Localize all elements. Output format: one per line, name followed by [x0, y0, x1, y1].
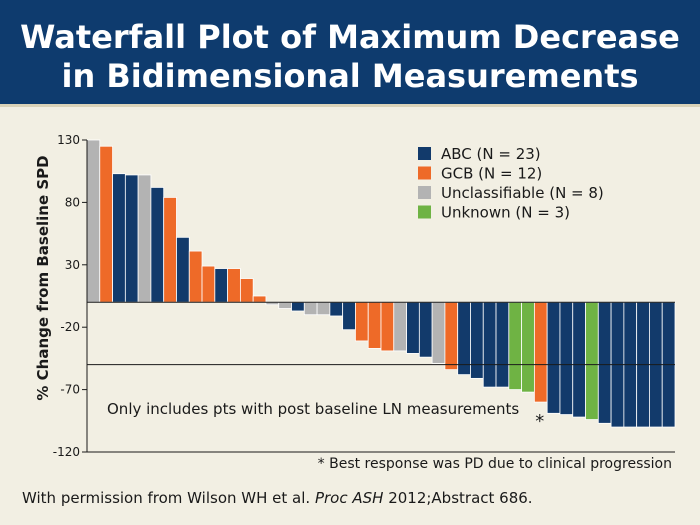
bar-31 — [470, 301, 484, 379]
bar-11 — [214, 268, 229, 303]
bar-10 — [201, 265, 216, 303]
bar-40 — [585, 301, 599, 420]
bar-29 — [444, 301, 459, 371]
y-tick-label: 130 — [57, 133, 80, 147]
bar-4 — [124, 174, 139, 303]
bar-34 — [508, 301, 523, 390]
legend-swatch-unclassifiable — [418, 186, 431, 199]
bar-27 — [418, 301, 433, 358]
bar-13 — [239, 278, 254, 303]
bar-21 — [342, 301, 356, 331]
bar-14 — [252, 295, 267, 303]
bar-35 — [521, 301, 535, 393]
bar-33 — [495, 301, 510, 388]
bar-36 — [533, 301, 548, 403]
credit-line: With permission from Wilson WH et al. Pr… — [22, 489, 533, 507]
bar-5 — [137, 174, 152, 303]
bar-22 — [355, 301, 369, 342]
y-tick-label: -20 — [60, 320, 80, 334]
bar-18 — [303, 301, 318, 316]
title-line-1: Waterfall Plot of Maximum Decrease — [20, 18, 680, 56]
bar-28 — [431, 301, 446, 364]
bar-6 — [150, 187, 165, 303]
bar-24 — [380, 301, 395, 352]
title-banner — [0, 0, 700, 104]
legend-label-abc: ABC (N = 23) — [441, 145, 541, 163]
bar-17 — [291, 301, 305, 312]
bar-8 — [176, 236, 190, 303]
slide-title: Waterfall Plot of Maximum Decrease in Bi… — [0, 18, 700, 96]
credit-suffix: 2012;Abstract 686. — [383, 489, 533, 507]
y-tick-label: -70 — [60, 383, 80, 397]
title-line-2: in Bidimensional Measurements — [61, 57, 639, 95]
bar-41 — [597, 301, 612, 424]
bar-3 — [112, 173, 126, 303]
bar-19 — [316, 301, 331, 316]
bar-9 — [188, 250, 203, 303]
bar-25 — [393, 301, 407, 352]
bar-32 — [482, 301, 497, 388]
y-tick-label: 80 — [65, 195, 80, 209]
legend-label-unknown: Unknown (N = 3) — [441, 204, 570, 222]
footnote: * Best response was PD due to clinical p… — [318, 456, 672, 472]
bar-20 — [329, 301, 344, 317]
legend-swatch-unknown — [418, 205, 431, 219]
bar-12 — [227, 268, 241, 303]
bar-26 — [406, 301, 420, 354]
legend-swatch-gcb — [418, 166, 431, 180]
y-tick-label: -120 — [53, 445, 80, 459]
bar-23 — [367, 301, 382, 349]
legend-swatch-abc — [418, 147, 431, 160]
bar-30 — [457, 301, 471, 376]
credit-journal: Proc ASH — [314, 489, 384, 507]
bar-38 — [559, 301, 574, 415]
bar-16 — [278, 301, 292, 309]
legend-label-unclassifiable: Unclassifiable (N = 8) — [441, 184, 604, 202]
bar-37 — [546, 301, 561, 414]
progression-asterisk: * — [535, 411, 544, 432]
bar-39 — [572, 301, 586, 418]
legend-label-gcb: GCB (N = 12) — [441, 165, 542, 183]
y-ticks: 130 80 30 -20 -70 -120 — [53, 133, 87, 459]
bar-1 — [86, 139, 101, 303]
credit-prefix: With permission from Wilson WH et al. — [22, 489, 315, 507]
banner-stripe — [0, 104, 700, 107]
annotation-text: Only includes pts with post baseline LN … — [107, 400, 519, 418]
y-axis-label: % Change from Baseline SPD — [34, 155, 52, 400]
bar-2 — [99, 145, 113, 303]
y-tick-label: 30 — [65, 258, 80, 272]
legend: ABC (N = 23) GCB (N = 12)Unclassifiable (… — [418, 145, 604, 222]
bar-7 — [163, 197, 177, 303]
